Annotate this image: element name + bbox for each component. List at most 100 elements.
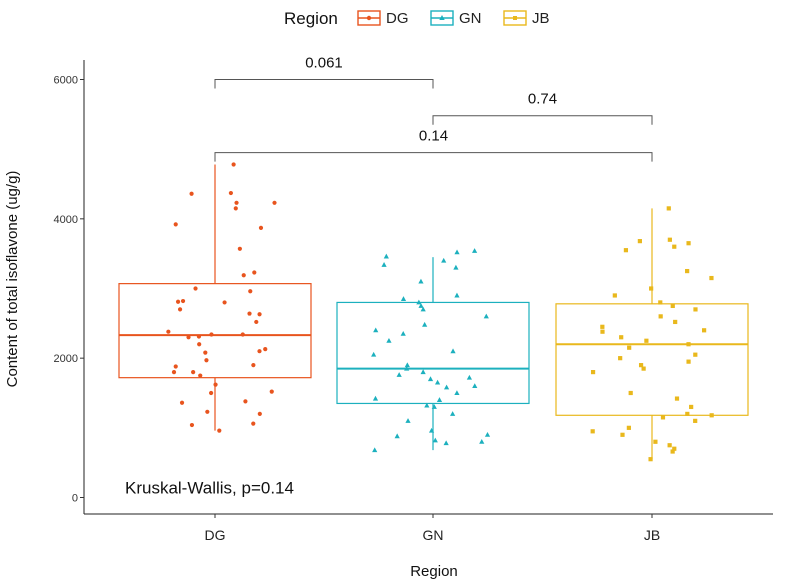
data-point (257, 349, 262, 354)
data-point (612, 293, 617, 298)
box-rect (118, 283, 312, 379)
data-point (638, 363, 644, 368)
data-point (479, 438, 485, 444)
data-point (251, 363, 256, 368)
data-point (196, 334, 202, 339)
data-point (436, 397, 443, 402)
data-point (686, 359, 691, 364)
data-point (269, 389, 274, 394)
data-point (454, 390, 460, 395)
data-point (641, 366, 646, 371)
data-point (394, 433, 400, 439)
data-point (204, 358, 209, 363)
data-point (175, 299, 181, 304)
data-point (618, 356, 623, 361)
bracket-p-value: 0.061 (305, 55, 343, 72)
data-point (191, 370, 196, 375)
data-point (209, 332, 214, 337)
data-point (667, 237, 672, 242)
data-point (644, 338, 649, 343)
data-point (420, 306, 426, 312)
data-point (243, 399, 248, 404)
data-point (205, 409, 210, 414)
data-point (702, 328, 707, 333)
data-point (443, 440, 449, 446)
data-point (427, 376, 434, 382)
bracket-line (214, 152, 653, 162)
data-point (693, 307, 698, 312)
data-point (247, 311, 252, 316)
data-point (686, 342, 691, 347)
data-point (450, 411, 456, 416)
data-point (658, 300, 663, 305)
data-point (424, 402, 430, 408)
data-point (434, 379, 441, 385)
data-point (222, 300, 227, 305)
data-point (432, 437, 438, 443)
data-point (373, 327, 379, 333)
data-point (709, 275, 714, 281)
x-axis-title: Region (410, 563, 458, 580)
data-point (484, 432, 491, 437)
data-point (166, 329, 171, 334)
x-axis: DG GN JB (84, 513, 773, 543)
legend-label: JB (532, 10, 550, 27)
data-point (454, 249, 460, 255)
data-point (666, 206, 671, 211)
legend-item-gn: GN (430, 10, 482, 27)
legend-title: Region (284, 9, 338, 28)
data-point (217, 428, 222, 433)
kruskal-wallis-label: Kruskal-Wallis, p=0.14 (125, 479, 294, 498)
data-point (381, 262, 387, 267)
data-point (180, 298, 186, 304)
box-gn (336, 257, 530, 451)
y-tick-label: 6000 (54, 75, 78, 87)
data-point (693, 352, 698, 357)
data-point (257, 411, 262, 416)
bracket-p-value: 0.14 (419, 128, 448, 145)
data-point (660, 415, 666, 420)
legend-label: DG (386, 10, 409, 27)
data-point (590, 429, 595, 434)
y-axis-title: Content of total isoflavone (ug/g) (4, 171, 21, 388)
data-point (186, 335, 191, 340)
data-point (203, 350, 208, 355)
data-point (386, 337, 392, 343)
data-point (443, 384, 450, 390)
box-rect (555, 303, 749, 416)
data-point (251, 421, 256, 426)
y-tick-label: 2000 (54, 353, 78, 365)
data-point (627, 345, 632, 350)
data-point (693, 418, 698, 423)
data-point (672, 446, 677, 451)
data-point (674, 396, 680, 401)
data-point (667, 443, 672, 448)
data-point (600, 329, 605, 334)
data-point (404, 365, 410, 371)
box-dg (118, 164, 312, 431)
data-point (257, 312, 262, 317)
data-point (590, 370, 596, 375)
data-point (685, 411, 690, 416)
data-point (209, 390, 214, 396)
data-point (233, 206, 238, 211)
data-point (483, 313, 489, 319)
comparison-brackets: 0.061 0.74 0.14 (214, 55, 653, 162)
data-point (177, 307, 183, 312)
data-point (263, 347, 268, 352)
legend-item-jb: JB (503, 10, 550, 27)
data-point (672, 244, 677, 249)
data-point (179, 400, 185, 405)
data-point (619, 335, 624, 340)
data-point (404, 362, 410, 368)
data-point (189, 422, 195, 428)
points-jb (590, 206, 714, 462)
y-tick-label: 0 (72, 493, 78, 505)
data-point (241, 273, 246, 278)
bracket-gn-jb: 0.74 (432, 91, 653, 125)
data-point (454, 292, 460, 298)
data-point (197, 342, 202, 347)
box-jb (555, 208, 749, 460)
data-point (189, 191, 194, 196)
